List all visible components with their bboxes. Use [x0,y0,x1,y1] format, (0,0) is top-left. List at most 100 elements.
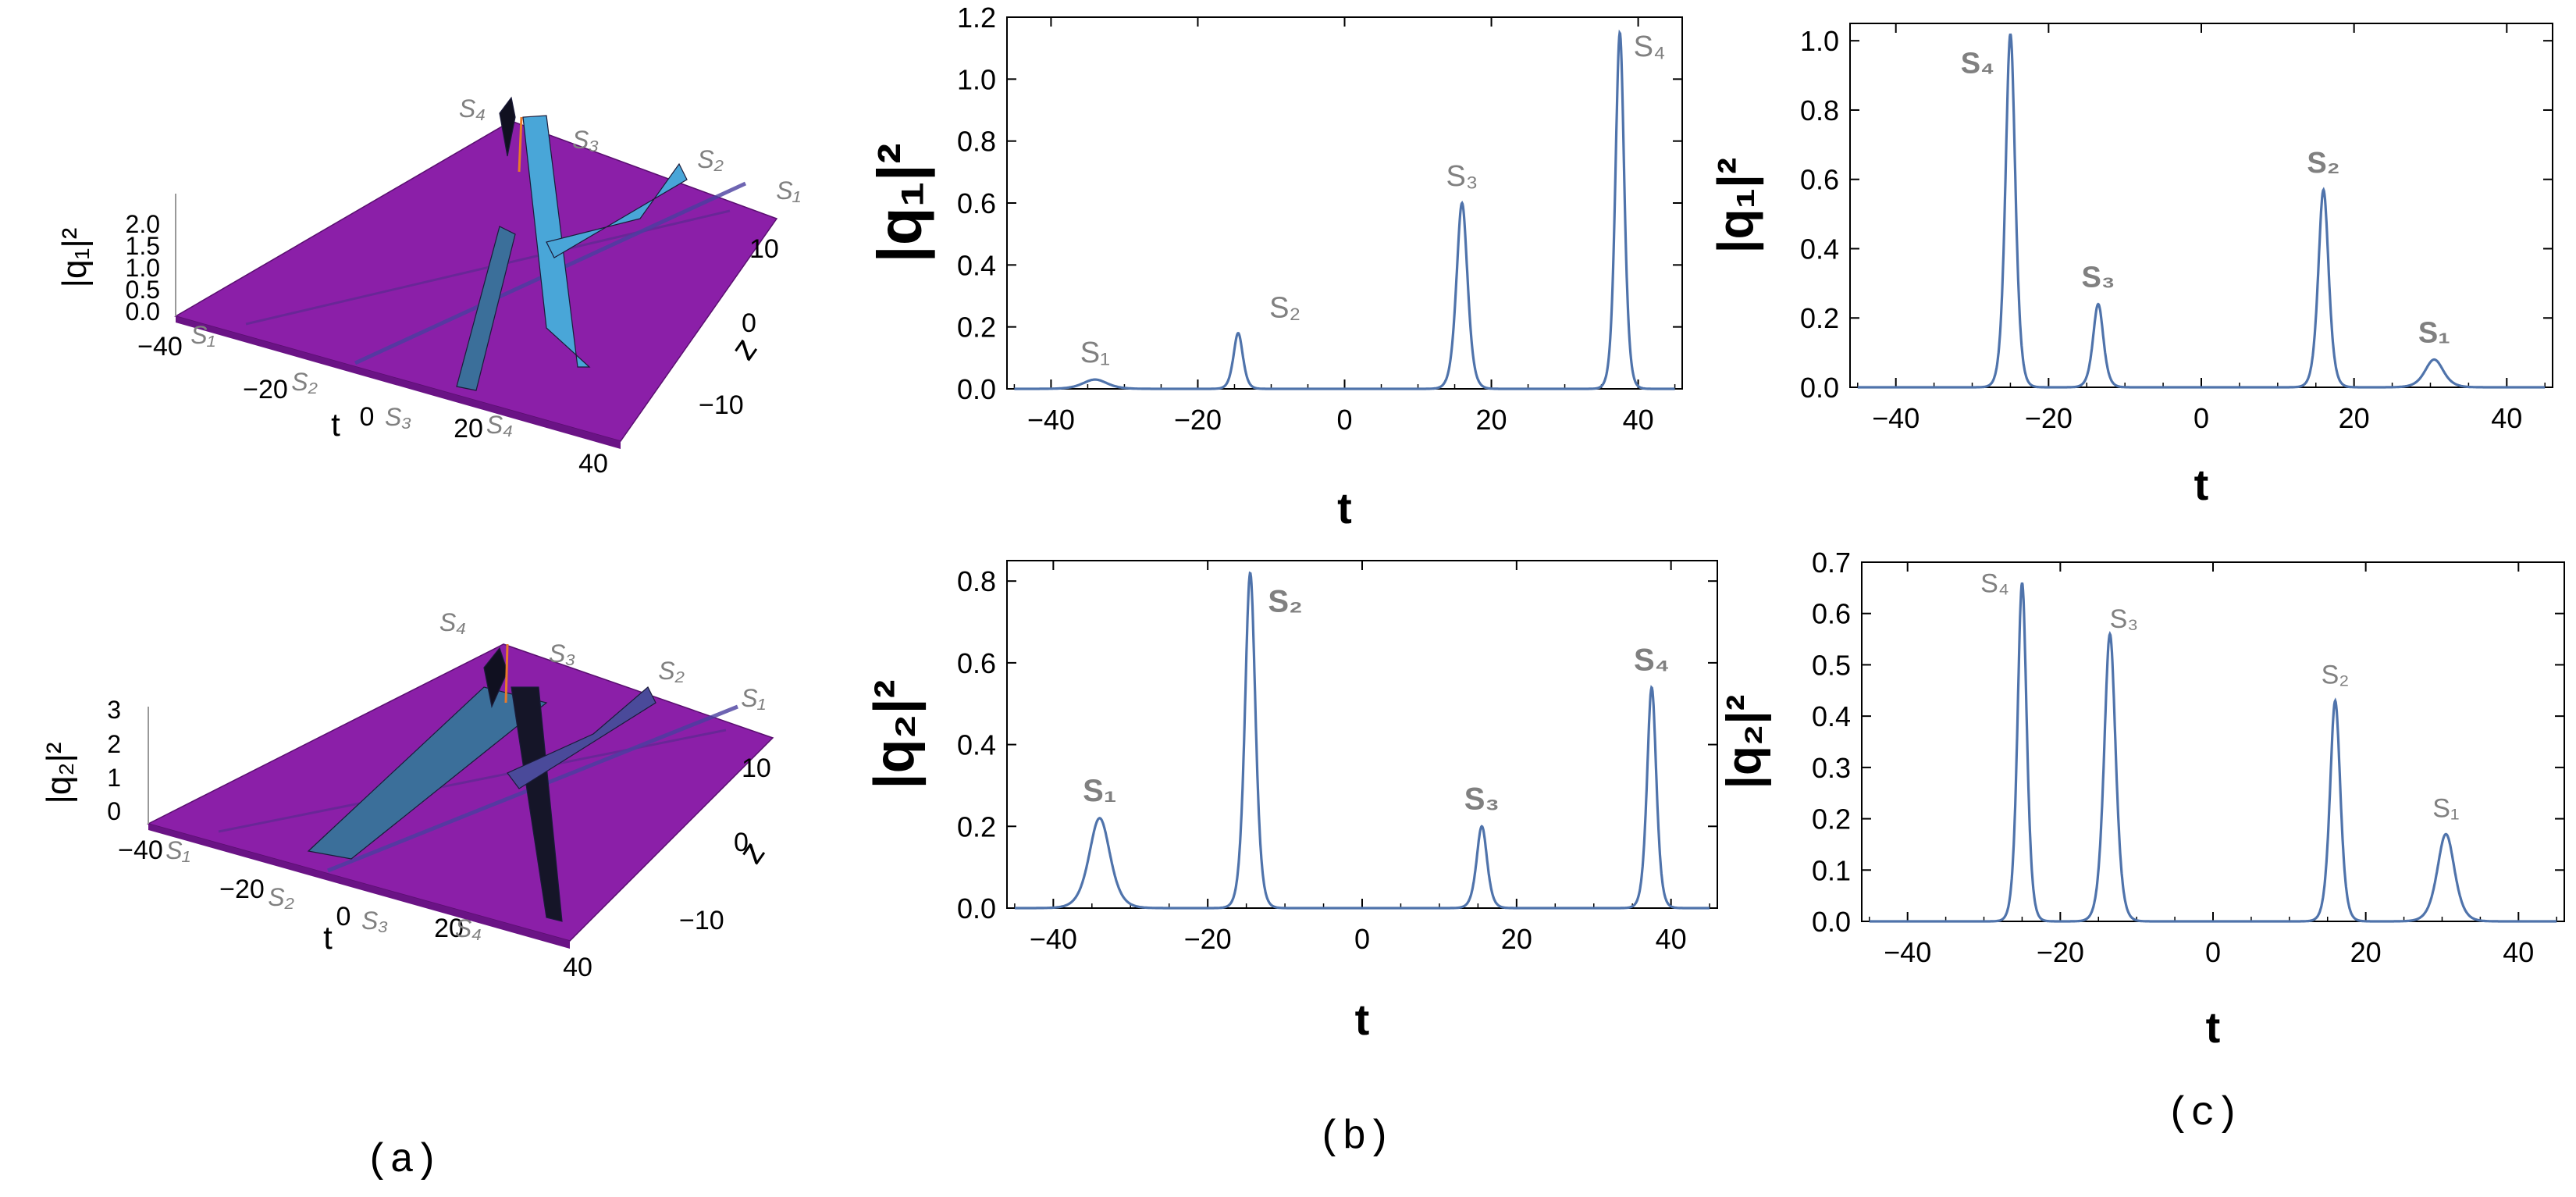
series-line [1014,29,1675,390]
y-tick-label: 0.5 [1812,649,1851,681]
y-tick-label: 0.2 [1812,803,1851,835]
line-plot-q1-b: −40 −20 0 20 40 0.0 0.2 0.4 0.6 0.8 1.0 1.2 S₁ S₂ S₃ S₄… [865,2,1683,533]
y-tick-label: 0.8 [957,126,996,158]
x-tick-label: 20 [2350,936,2382,968]
y-tick-label: 0.6 [957,187,996,219]
surface-plot-q1: 0.00.51.01.52.0 |q₁|² −40 −20 0 20 40 S₁ S₂ S₃ S₄ t… [55,94,801,479]
surface-edge [176,316,621,449]
x-tick-label: −20 [2037,936,2084,968]
soliton-ridge [307,686,548,860]
x-tick-label: 0 [2205,936,2221,968]
t-tick-label: 0 [336,902,351,932]
t-axis-label: t [331,406,340,443]
series-line [1869,582,2557,923]
amplitude-tick-label: 3 [107,696,121,724]
peak-label: S₄ [1634,30,1666,63]
y-axis-label: |q₂|² [863,679,926,789]
y-axis-label: |q₁|² [865,143,935,262]
y-tick-label: 0.3 [1812,752,1851,784]
x-tick-label: 40 [2503,936,2534,968]
y-tick-label: 1.2 [957,2,996,34]
z-tick-label: 0 [734,828,749,857]
amplitude-axis-label: |q₁|² [55,228,94,288]
plot-frame [1006,16,1683,390]
y-tick-label: 0.8 [957,565,996,597]
caption-b: (b) [1318,1114,1391,1160]
peak-label: S₂ [2322,660,2350,689]
peak-label: S₄ [1634,643,1670,677]
peak-label: S₁ [1083,774,1116,808]
soliton-label-front: S₄ [455,914,482,942]
t-tick-label: 40 [563,953,592,982]
x-tick-label: −40 [1027,404,1075,436]
caption-a: (a) [365,1138,439,1184]
y-tick-label: 0.0 [1800,372,1839,404]
x-axis-label: t [1337,483,1352,533]
soliton-label-front: S₁ [165,836,190,864]
x-tick-label: 0 [1336,404,1352,436]
x-axis-label: t [2206,1003,2221,1052]
y-tick-label: 0.4 [1800,233,1839,265]
peak-label: S₁ [1080,337,1110,369]
x-tick-label: 0 [1354,923,1370,955]
y-tick-label: 0.2 [957,810,996,843]
y-axis-label: |q₂|² [1717,695,1772,789]
soliton-label-back: S₄ [439,608,466,636]
peak-label: S₃ [2110,604,2139,634]
y-tick-label: 0.6 [957,647,996,679]
x-tick-label: 40 [1656,923,1687,955]
x-tick-label: 40 [1623,404,1654,436]
amplitude-tick-label: 1.5 [126,232,160,260]
x-axis-label: t [2194,460,2209,509]
amplitude-tick-label: 0 [107,797,121,825]
t-tick-label: −20 [219,875,265,904]
t-tick-label: −40 [137,332,183,362]
soliton-label-front: S₂ [268,883,294,911]
x-axis-label: t [1355,995,1370,1044]
z-tick-label: −10 [699,390,744,420]
soliton-label-back: S₁ [776,176,800,205]
peak-label: S₃ [1464,782,1500,816]
z-tick-label: 10 [742,753,771,783]
x-tick-label: 0 [2194,402,2209,434]
t-tick-label: 0 [360,402,375,432]
line-plot-q2-b: −40 −20 0 20 40 0.0 0.2 0.4 0.6 0.8 S₁ S₂ S₃ S₄ t |q₂|² [863,560,1718,1044]
soliton-label-back: S₂ [697,145,724,173]
y-axis-label: |q₁|² [1707,158,1764,254]
t-tick-label: −20 [243,375,288,404]
x-tick-label: −20 [1174,404,1222,436]
z-tick-label: 0 [742,308,756,338]
soliton-label-back: S₃ [572,126,599,154]
series-line [1014,571,1710,910]
y-tick-label: 0.1 [1812,854,1851,886]
z-tick-label: −10 [679,906,724,935]
peak-label: S₃ [1446,160,1478,193]
soliton-ridge [511,686,563,922]
t-tick-label: 20 [434,914,464,943]
x-tick-label: 20 [1476,404,1507,436]
peak-label: S₂ [1268,585,1302,619]
z-axis-label: z [731,835,773,871]
t-axis-label: t [323,919,333,956]
soliton-ridge [546,162,688,258]
x-tick-label: −20 [1184,923,1232,955]
soliton-label-front: S₃ [361,907,388,935]
soliton-label-front: S₂ [291,368,318,396]
x-tick-label: −40 [1872,402,1920,434]
x-tick-label: −40 [1030,923,1077,955]
soliton-label-back: S₁ [741,684,765,712]
y-tick-label: 0.4 [1812,700,1851,732]
x-tick-label: 20 [1501,923,1532,955]
y-tick-label: 1.0 [957,63,996,95]
peak-label: S₄ [1961,47,1994,80]
y-tick-label: 0.2 [957,312,996,344]
soliton-label-front: S₃ [385,403,411,431]
amplitude-tick-label: 1.0 [126,254,160,282]
soliton-label-back: S₃ [549,639,575,668]
line-plot-q2-c: −40 −20 0 20 40 0.0 0.1 0.2 0.3 0.4 0.5 0.6 0.7 S₄ S₃ S… [1717,547,2565,1052]
caption-c: (c) [2166,1091,2240,1137]
peak-label: S₂ [1269,292,1300,325]
surface-plot-q2: 0 1 2 3 |q₂|² −40 −20 0 20 40 S₁ S₂ S₃ S₄ t 10 0 −10 z S₄ S₃… [40,608,774,982]
soliton-ridge [456,226,516,391]
